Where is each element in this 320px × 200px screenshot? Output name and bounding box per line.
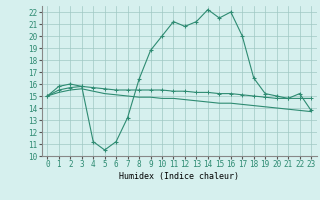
X-axis label: Humidex (Indice chaleur): Humidex (Indice chaleur) xyxy=(119,172,239,181)
